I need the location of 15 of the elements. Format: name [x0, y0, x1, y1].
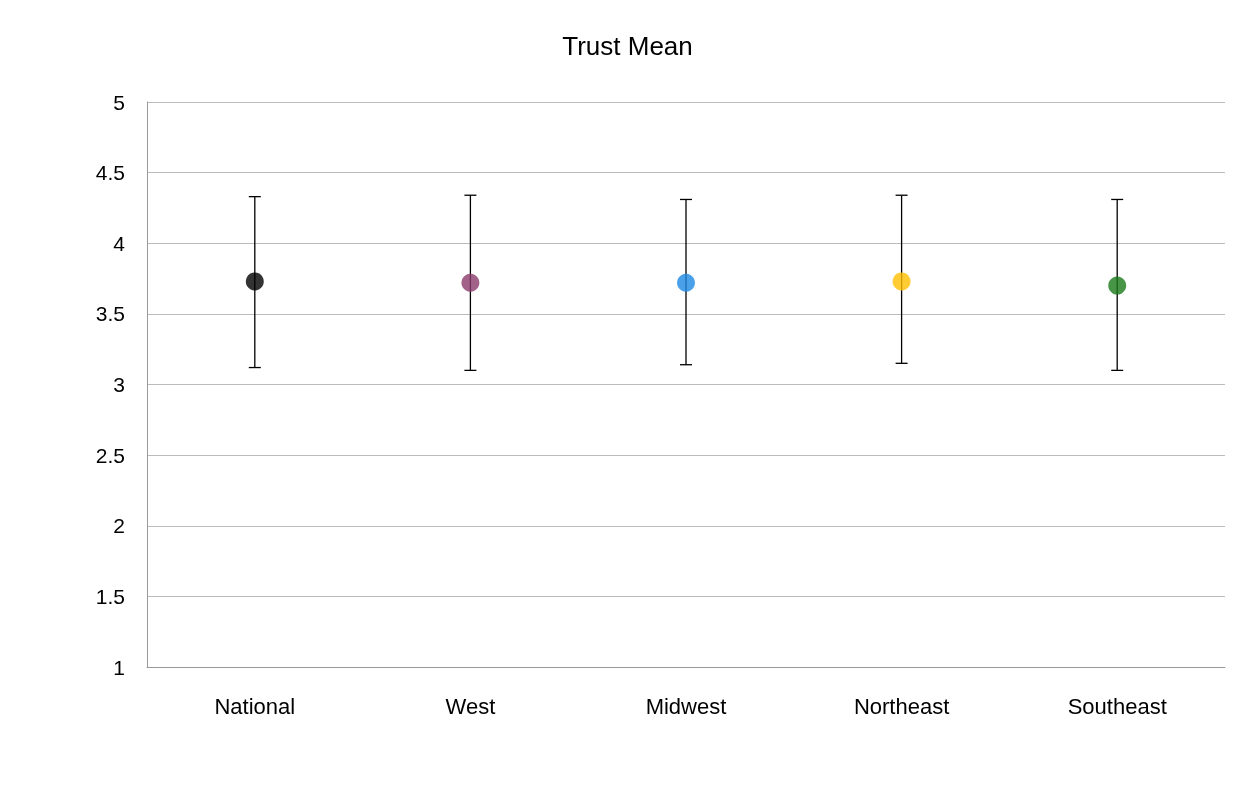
y-tick-label: 5: [113, 90, 125, 114]
x-tick-label: Southeast: [1067, 693, 1167, 719]
y-tick-label: 2: [113, 514, 125, 538]
y-tick-label: 4.5: [95, 161, 125, 185]
x-tick-label: West: [445, 693, 496, 719]
y-tick-label: 2.5: [95, 443, 125, 467]
x-tick-label: Midwest: [645, 693, 727, 719]
x-tick-label: Northeast: [853, 693, 950, 719]
y-tick-label: 4: [113, 231, 126, 255]
y-tick-label: 3.5: [95, 302, 125, 326]
y-tick-label: 3: [113, 373, 125, 396]
x-tick-label: National: [214, 693, 296, 719]
y-tick-label: 1.5: [95, 584, 125, 608]
y-tick-label: 1: [113, 655, 125, 679]
chart-title: Trust Mean: [562, 31, 693, 61]
